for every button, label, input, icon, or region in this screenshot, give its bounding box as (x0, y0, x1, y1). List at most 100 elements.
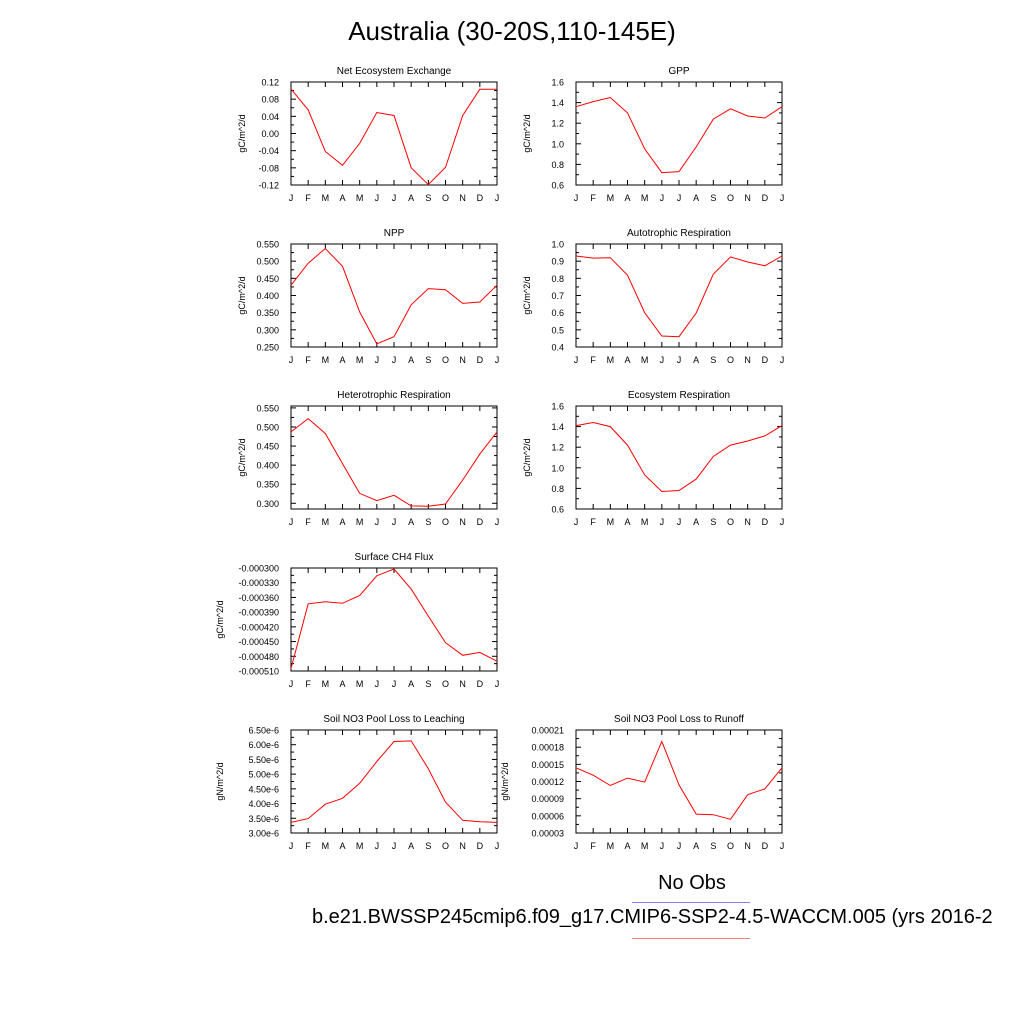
y-axis-label: gC/m^2/d (522, 114, 532, 152)
y-tick-label: 1.4 (551, 98, 564, 108)
x-tick-label: D (477, 193, 484, 203)
chart-title: Ecosystem Respiration (628, 390, 730, 401)
x-tick-label: J (780, 355, 785, 365)
x-tick-label: F (590, 193, 596, 203)
y-tick-label: -0.08 (258, 163, 279, 173)
y-tick-label: 5.50e-6 (248, 755, 279, 765)
y-tick-label: 0.5 (551, 325, 564, 335)
x-tick-label: M (356, 517, 364, 527)
x-tick-label: M (607, 355, 615, 365)
x-tick-label: J (375, 517, 380, 527)
x-tick-label: N (459, 355, 466, 365)
y-tick-label: 3.00e-6 (248, 829, 279, 839)
y-tick-label: 0.08 (261, 95, 279, 105)
y-tick-label: -0.000330 (238, 578, 279, 588)
y-axis-label: gC/m^2/d (237, 114, 247, 152)
y-tick-label: 0.00012 (531, 777, 564, 787)
y-axis-label: gN/m^2/d (500, 762, 510, 800)
x-tick-label: J (660, 193, 665, 203)
x-tick-label: M (607, 517, 615, 527)
x-tick-label: J (289, 355, 294, 365)
y-tick-label: 0.04 (261, 112, 279, 122)
x-tick-label: J (780, 517, 785, 527)
x-tick-label: J (660, 355, 665, 365)
x-tick-label: J (780, 193, 785, 203)
x-tick-label: F (590, 841, 596, 851)
x-tick-label: M (356, 193, 364, 203)
x-tick-label: F (305, 193, 311, 203)
x-tick-label: A (624, 517, 630, 527)
x-tick-label: J (375, 841, 380, 851)
figure-title: Australia (30-20S,110-145E) (348, 16, 676, 46)
plot-frame (290, 729, 498, 834)
y-tick-label: 0.7 (551, 291, 564, 301)
series-line (575, 255, 783, 338)
x-tick-label: J (574, 841, 579, 851)
x-tick-label: F (590, 355, 596, 365)
x-tick-label: F (305, 517, 311, 527)
plot-frame (290, 243, 498, 348)
chart-title: Surface CH4 Flux (355, 552, 434, 563)
chart-title: Heterotrophic Respiration (337, 390, 450, 401)
x-tick-label: A (408, 841, 414, 851)
y-axis-label: gC/m^2/d (215, 600, 225, 638)
series-line (290, 247, 498, 345)
x-tick-label: D (762, 517, 769, 527)
y-axis-label: gN/m^2/d (215, 762, 225, 800)
y-tick-label: 1.6 (551, 402, 564, 412)
x-tick-label: A (339, 517, 345, 527)
y-tick-label: 0.00021 (531, 726, 564, 736)
y-tick-label: 0.00009 (531, 794, 564, 804)
y-tick-label: 0.9 (551, 257, 564, 267)
x-tick-label: M (641, 517, 649, 527)
legend-case-label: b.e21.BWSSP245cmip6.f09_g17.CMIP6-SSP2-4… (312, 906, 993, 928)
x-tick-label: D (762, 841, 769, 851)
x-tick-label: N (459, 841, 466, 851)
y-tick-label: 4.50e-6 (248, 784, 279, 794)
x-tick-label: A (408, 679, 414, 689)
y-tick-label: -0.000360 (238, 593, 279, 603)
plot-frame (575, 729, 783, 834)
x-tick-label: D (477, 841, 484, 851)
x-tick-label: J (574, 355, 579, 365)
y-tick-label: 1.4 (551, 422, 564, 432)
series-line (575, 740, 783, 820)
y-tick-label: 1.0 (551, 240, 564, 250)
x-tick-label: S (710, 517, 716, 527)
y-tick-label: -0.04 (258, 146, 279, 156)
x-tick-label: N (744, 517, 751, 527)
y-tick-label: 0.550 (256, 240, 279, 250)
x-tick-label: A (624, 193, 630, 203)
x-tick-label: J (574, 193, 579, 203)
y-tick-label: -0.000480 (238, 652, 279, 662)
series-line (575, 421, 783, 493)
x-tick-label: M (322, 193, 330, 203)
y-tick-label: 0.500 (256, 422, 279, 432)
y-tick-label: 0.00003 (531, 829, 564, 839)
legend-obs-line (632, 902, 750, 903)
chart-title: Net Ecosystem Exchange (337, 66, 452, 77)
chart-title: Soil NO3 Pool Loss to Runoff (614, 714, 744, 725)
plot-frame (290, 405, 498, 510)
x-tick-label: S (425, 679, 431, 689)
x-tick-label: M (322, 841, 330, 851)
series-line (290, 417, 498, 507)
y-tick-label: 0.00 (261, 129, 279, 139)
plot-frame (575, 243, 783, 348)
x-tick-label: A (339, 679, 345, 689)
series-line (290, 88, 497, 186)
y-tick-label: 6.50e-6 (248, 726, 279, 736)
y-tick-label: 1.2 (551, 443, 564, 453)
y-tick-label: 0.450 (256, 442, 279, 452)
x-tick-label: J (780, 841, 785, 851)
x-tick-label: J (392, 841, 397, 851)
plot-frame (575, 405, 783, 510)
y-tick-label: 0.8 (551, 274, 564, 284)
chart-title: NPP (384, 228, 405, 239)
x-tick-label: D (477, 679, 484, 689)
